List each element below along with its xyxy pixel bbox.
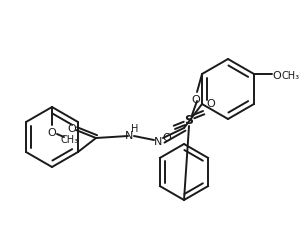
Text: O: O (48, 127, 56, 137)
Text: O: O (192, 95, 200, 105)
Text: O: O (67, 123, 76, 133)
Text: S: S (185, 114, 194, 127)
Text: N: N (125, 131, 133, 140)
Text: H: H (131, 123, 139, 133)
Text: O: O (207, 99, 216, 109)
Text: CH₃: CH₃ (282, 71, 300, 81)
Text: O: O (273, 71, 282, 81)
Text: N: N (154, 136, 162, 146)
Text: O: O (163, 132, 171, 142)
Text: CH₃: CH₃ (61, 134, 79, 144)
